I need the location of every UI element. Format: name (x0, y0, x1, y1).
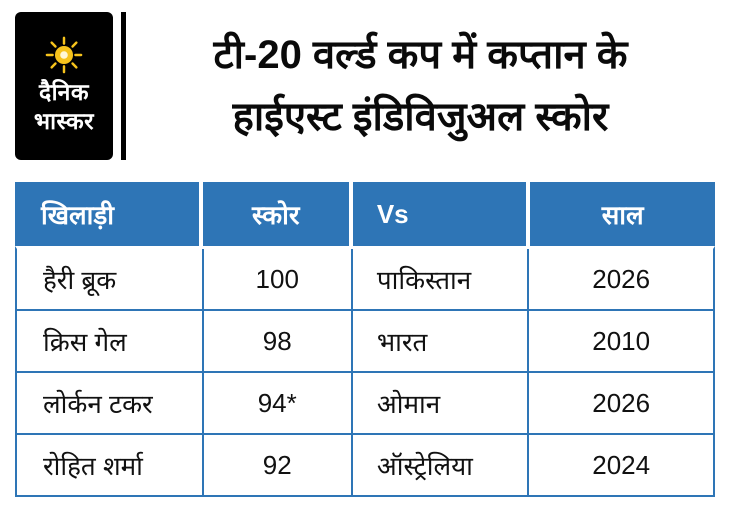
title-line-1: टी-20 वर्ल्ड कप में कप्तान के (213, 33, 628, 77)
header-year: साल (530, 182, 715, 246)
table-row: लोर्कन टकर 94* ओमान 2026 (17, 371, 713, 433)
cell-player: रोहित शर्मा (17, 435, 204, 495)
cell-player: लोर्कन टकर (17, 373, 204, 433)
header-player: खिलाड़ी (15, 182, 203, 246)
title-line-2: हाईएस्ट इंडिविजुअल स्कोर (232, 95, 609, 139)
logo-text-line1: दैनिक (38, 79, 90, 106)
table-row: हैरी ब्रूक 100 पाकिस्तान 2026 (17, 249, 713, 309)
table-header-row: खिलाड़ी स्कोर Vs साल (15, 182, 715, 246)
cell-year: 2026 (529, 373, 713, 433)
cell-year: 2010 (529, 311, 713, 371)
cell-score: 92 (203, 435, 353, 495)
scores-table: खिलाड़ी स्कोर Vs साल हैरी ब्रूक 100 पाकि… (15, 182, 715, 497)
cell-vs: ओमान (352, 373, 530, 433)
cell-vs: भारत (352, 311, 530, 371)
cell-year: 2024 (529, 435, 713, 495)
page-title: टी-20 वर्ल्ड कप में कप्तान के हाईएस्ट इं… (126, 12, 715, 160)
cell-player: हैरी ब्रूक (17, 249, 204, 309)
cell-score: 94* (203, 373, 353, 433)
logo-text-line2: भास्कर (33, 108, 95, 134)
sun-icon (45, 36, 83, 74)
vertical-divider (121, 12, 126, 160)
masthead: दैनिक भास्कर टी-20 वर्ल्ड कप में कप्तान … (15, 12, 715, 160)
cell-vs: ऑस्ट्रेलिया (352, 435, 530, 495)
cell-vs: पाकिस्तान (352, 249, 530, 309)
cell-player: क्रिस गेल (17, 311, 204, 371)
dainik-bhaskar-logo: दैनिक भास्कर (15, 12, 113, 160)
cell-year: 2026 (529, 249, 713, 309)
header-vs: Vs (352, 182, 531, 246)
table-body: हैरी ब्रूक 100 पाकिस्तान 2026 क्रिस गेल … (15, 246, 715, 497)
cell-score: 98 (203, 311, 353, 371)
table-row: क्रिस गेल 98 भारत 2010 (17, 309, 713, 371)
header-score: स्कोर (202, 182, 353, 246)
cell-score: 100 (203, 249, 353, 309)
table-row: रोहित शर्मा 92 ऑस्ट्रेलिया 2024 (17, 433, 713, 495)
